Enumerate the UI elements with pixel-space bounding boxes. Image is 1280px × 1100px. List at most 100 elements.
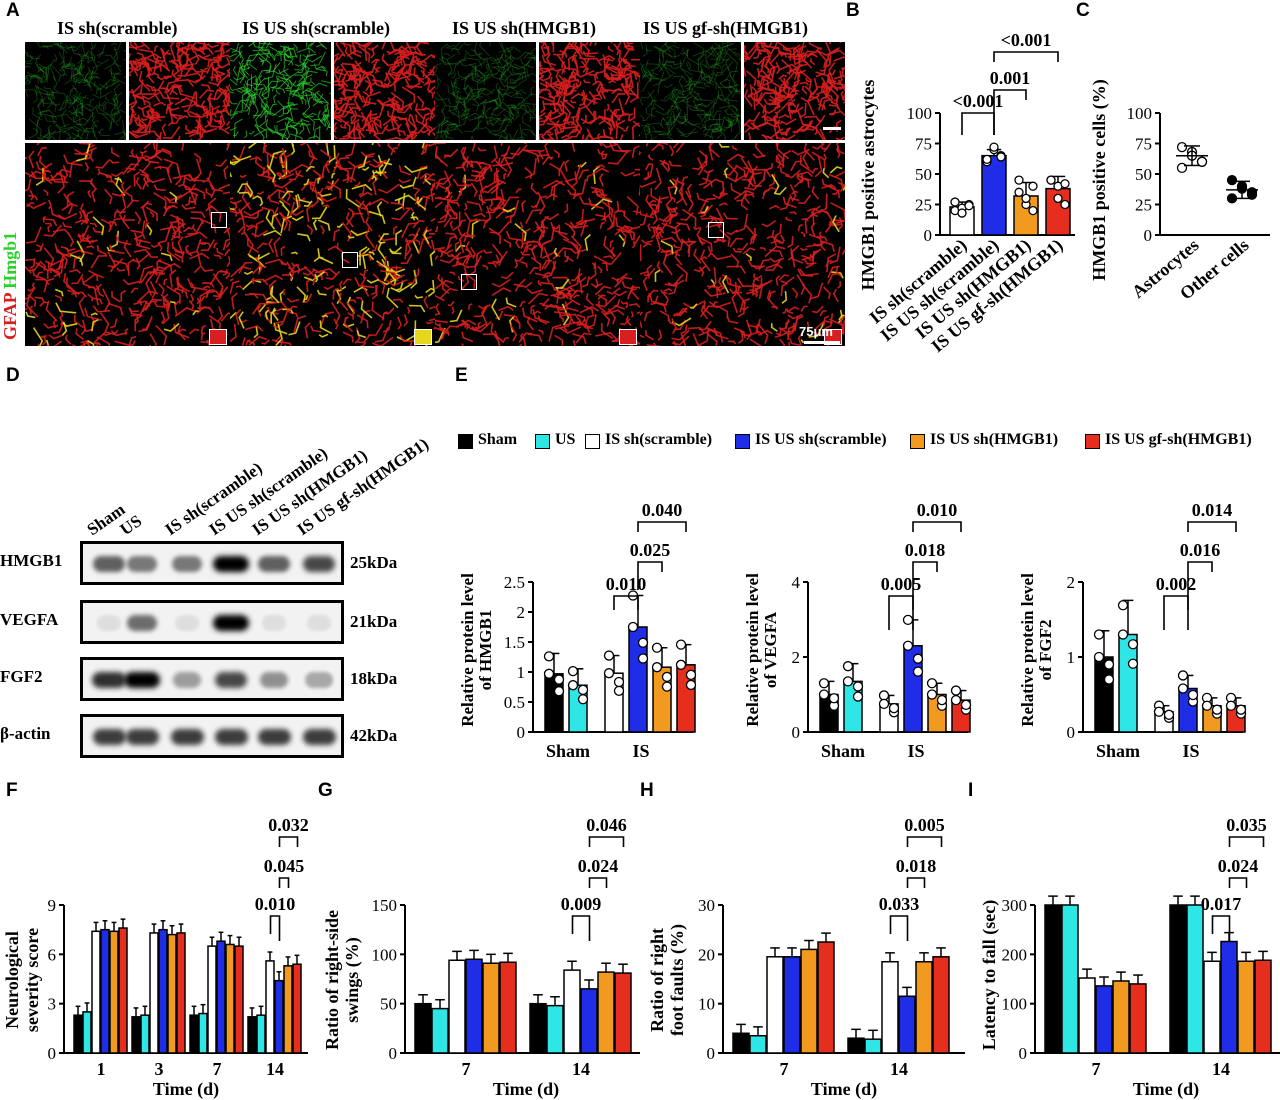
data-point — [902, 614, 914, 626]
significance-bracket — [1187, 521, 1237, 532]
data-point — [1117, 629, 1129, 640]
data-point — [553, 686, 565, 697]
bar — [563, 969, 581, 1054]
panel-label-e: E — [455, 365, 468, 386]
x-tick-label: 3 — [155, 1059, 164, 1079]
roi-box-1 — [211, 212, 227, 228]
p-value-label: 0.017 — [1201, 894, 1242, 914]
data-point — [685, 679, 697, 691]
legend-label-3: IS sh(scramble) — [605, 431, 713, 448]
blot-band — [302, 729, 336, 745]
y-tick-label: 0 — [1067, 723, 1076, 742]
p-value-label: 0.033 — [879, 894, 920, 914]
x-tick-label: 14 — [890, 1059, 908, 1079]
y-tick-label: 100 — [372, 945, 398, 964]
micro-merge-2 — [230, 143, 435, 346]
significance-bracket — [571, 915, 591, 941]
bar — [597, 971, 615, 1054]
x-group-label: IS — [632, 741, 649, 761]
y-axis-title: Relative protein level — [1018, 573, 1037, 727]
significance-bracket — [993, 89, 1027, 135]
panel-label-a: A — [6, 0, 20, 21]
data-point — [567, 666, 579, 677]
panel-label-i: I — [968, 780, 974, 801]
bar — [732, 1032, 750, 1054]
y-tick-label: 10 — [698, 995, 715, 1014]
blot-band — [172, 556, 202, 572]
significance-bracket — [912, 561, 938, 610]
y-tick-label: 75 — [915, 135, 932, 154]
bar — [817, 941, 835, 1054]
micro-hmgb1-2 — [230, 42, 331, 140]
blot-band — [172, 672, 202, 688]
x-tick-label: 14 — [266, 1059, 284, 1079]
bar — [225, 943, 235, 1054]
x-tick-label: 7 — [1092, 1059, 1101, 1079]
y-axis-title: of VEGFA — [761, 611, 780, 688]
blot-kda-label-2: 21kDa — [350, 612, 398, 631]
bar — [234, 945, 244, 1054]
panel-label-g: G — [318, 780, 333, 801]
x-group-label: Sham — [821, 741, 865, 761]
blot-strip-2 — [80, 600, 344, 644]
bar — [256, 1014, 266, 1054]
y-axis-title: Relative protein level — [743, 573, 762, 727]
data-point — [1201, 700, 1213, 711]
p-value-label: 0.024 — [578, 856, 619, 876]
bar — [1061, 904, 1079, 1054]
bar — [614, 972, 632, 1054]
blot-row-label-3: FGF2 — [0, 667, 43, 686]
bar — [898, 995, 916, 1054]
y-axis-title: Latency to fall (sec) — [979, 900, 1000, 1050]
data-point — [1053, 193, 1063, 204]
p-value-label: <0.001 — [953, 91, 1004, 111]
significance-bracket — [637, 561, 663, 590]
data-point — [651, 642, 663, 653]
bar — [1078, 977, 1096, 1054]
legend-label-2: US — [555, 431, 576, 448]
data-point — [577, 694, 589, 705]
data-point — [1060, 199, 1070, 210]
micro-gfap-4 — [744, 42, 845, 140]
roi-inset-3 — [619, 329, 637, 345]
data-point — [1127, 639, 1139, 650]
bar — [783, 956, 801, 1054]
blot-band — [259, 672, 289, 688]
legend-swatch-4 — [735, 434, 750, 449]
bar — [82, 1011, 92, 1054]
y-axis-title: Ratio of right-side — [322, 910, 342, 1050]
roi-inset-1 — [209, 329, 227, 345]
ylabel-hmgb1: Hmgb1 — [0, 231, 20, 289]
data-point — [553, 674, 565, 685]
p-value-label: 0.032 — [268, 815, 309, 835]
blot-band — [127, 556, 157, 572]
bar — [118, 927, 128, 1054]
y-tick-label: 2.5 — [504, 573, 525, 592]
p-value-label: 0.010 — [917, 500, 958, 520]
bar — [580, 988, 598, 1054]
x-group-label: Sham — [546, 741, 590, 761]
data-point — [912, 666, 924, 677]
blot-band — [92, 729, 126, 745]
micro-merge-3 — [435, 143, 640, 346]
blot-kda-label-3: 18kDa — [350, 669, 398, 688]
bar — [207, 945, 217, 1054]
data-point — [878, 698, 890, 710]
data-point — [1177, 670, 1189, 681]
legend-label-1: Sham — [478, 431, 518, 448]
data-point — [1014, 187, 1024, 197]
p-value-label: 0.046 — [586, 815, 627, 835]
chart-e-fgf2: 0 1 2 Relative protein level of FGF2 Sham IS 0.… — [1018, 500, 1247, 761]
significance-bracket — [1187, 561, 1213, 610]
data-point — [1028, 205, 1038, 216]
y-tick-label: 50 — [915, 165, 932, 184]
panel-label-h: H — [640, 780, 654, 801]
data-point — [637, 637, 649, 648]
bar — [1129, 983, 1147, 1054]
data-point — [996, 152, 1006, 162]
data-point — [567, 680, 579, 691]
significance-bracket — [1228, 836, 1265, 847]
bar — [847, 1037, 865, 1054]
significance-bracket — [1163, 595, 1189, 630]
chart-e-vegfa: 0 2 4 Relative protein level of VEGFA Sham IS 0… — [743, 500, 972, 761]
